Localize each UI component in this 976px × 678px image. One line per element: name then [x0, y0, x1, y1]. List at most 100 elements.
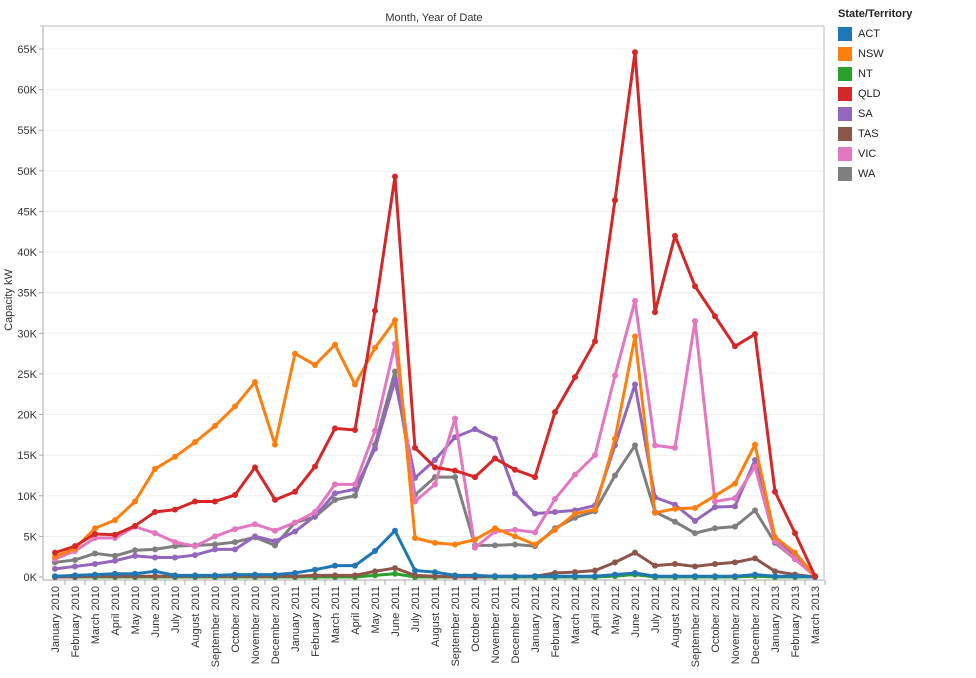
data-point[interactable]: [332, 562, 338, 569]
data-point[interactable]: [292, 519, 298, 526]
data-point[interactable]: [732, 573, 738, 580]
data-point[interactable]: [472, 572, 478, 579]
data-point[interactable]: [292, 488, 298, 495]
data-point[interactable]: [552, 509, 558, 516]
data-point[interactable]: [92, 530, 98, 537]
data-point[interactable]: [152, 554, 158, 561]
data-point[interactable]: [632, 297, 638, 304]
data-point[interactable]: [252, 533, 258, 540]
data-point[interactable]: [792, 556, 798, 563]
data-point[interactable]: [352, 492, 358, 499]
data-point[interactable]: [72, 572, 78, 579]
data-point[interactable]: [392, 527, 398, 534]
data-point[interactable]: [692, 318, 698, 325]
data-point[interactable]: [452, 541, 458, 548]
data-point[interactable]: [372, 307, 378, 314]
data-point[interactable]: [452, 572, 458, 579]
data-point[interactable]: [152, 465, 158, 472]
data-point[interactable]: [192, 498, 198, 505]
data-point[interactable]: [492, 542, 498, 549]
data-point[interactable]: [532, 529, 538, 536]
data-point[interactable]: [212, 541, 218, 548]
data-point[interactable]: [612, 197, 618, 204]
data-point[interactable]: [392, 570, 398, 577]
data-point[interactable]: [512, 490, 518, 497]
data-point[interactable]: [312, 566, 318, 573]
data-point[interactable]: [52, 565, 58, 572]
data-point[interactable]: [312, 509, 318, 516]
data-point[interactable]: [492, 455, 498, 462]
data-point[interactable]: [652, 573, 658, 580]
data-point[interactable]: [192, 439, 198, 446]
data-point[interactable]: [772, 534, 778, 541]
data-point[interactable]: [452, 474, 458, 481]
data-point[interactable]: [172, 506, 178, 513]
data-point[interactable]: [612, 372, 618, 379]
data-point[interactable]: [252, 571, 258, 578]
data-point[interactable]: [652, 309, 658, 316]
data-point[interactable]: [752, 571, 758, 578]
data-point[interactable]: [732, 343, 738, 350]
data-point[interactable]: [212, 533, 218, 540]
data-point[interactable]: [512, 573, 518, 580]
data-point[interactable]: [292, 350, 298, 357]
data-point[interactable]: [572, 471, 578, 478]
data-point[interactable]: [412, 567, 418, 574]
legend-item-sa[interactable]: SA: [838, 104, 912, 124]
data-point[interactable]: [672, 232, 678, 239]
data-point[interactable]: [272, 496, 278, 503]
data-point[interactable]: [652, 442, 658, 449]
data-point[interactable]: [132, 498, 138, 505]
data-point[interactable]: [352, 562, 358, 569]
data-point[interactable]: [752, 463, 758, 470]
data-point[interactable]: [692, 530, 698, 537]
data-point[interactable]: [372, 344, 378, 351]
data-point[interactable]: [272, 538, 278, 545]
data-point[interactable]: [72, 563, 78, 570]
data-point[interactable]: [52, 549, 58, 556]
data-point[interactable]: [92, 571, 98, 578]
data-point[interactable]: [192, 543, 198, 550]
data-point[interactable]: [752, 331, 758, 338]
data-point[interactable]: [632, 549, 638, 556]
data-point[interactable]: [752, 441, 758, 448]
data-point[interactable]: [732, 523, 738, 530]
data-point[interactable]: [532, 510, 538, 517]
data-point[interactable]: [632, 381, 638, 388]
data-point[interactable]: [752, 555, 758, 562]
data-point[interactable]: [172, 539, 178, 546]
data-point[interactable]: [472, 544, 478, 551]
data-point[interactable]: [252, 464, 258, 471]
data-point[interactable]: [292, 569, 298, 576]
data-point[interactable]: [612, 472, 618, 479]
data-point[interactable]: [392, 173, 398, 180]
data-point[interactable]: [632, 442, 638, 449]
data-point[interactable]: [232, 571, 238, 578]
data-point[interactable]: [632, 569, 638, 576]
data-point[interactable]: [352, 426, 358, 433]
data-point[interactable]: [212, 422, 218, 429]
data-point[interactable]: [412, 572, 418, 579]
data-point[interactable]: [152, 568, 158, 575]
data-point[interactable]: [372, 568, 378, 575]
data-point[interactable]: [272, 441, 278, 448]
data-point[interactable]: [372, 445, 378, 452]
data-point[interactable]: [712, 561, 718, 568]
data-point[interactable]: [572, 510, 578, 517]
data-point[interactable]: [312, 572, 318, 579]
data-point[interactable]: [232, 491, 238, 498]
data-point[interactable]: [332, 481, 338, 488]
legend-item-wa[interactable]: WA: [838, 164, 912, 184]
data-point[interactable]: [672, 573, 678, 580]
data-point[interactable]: [352, 572, 358, 579]
data-point[interactable]: [692, 573, 698, 580]
data-point[interactable]: [512, 533, 518, 540]
data-point[interactable]: [352, 486, 358, 493]
data-point[interactable]: [252, 521, 258, 528]
data-point[interactable]: [772, 573, 778, 580]
data-point[interactable]: [672, 561, 678, 568]
data-point[interactable]: [112, 531, 118, 538]
data-point[interactable]: [732, 480, 738, 487]
data-point[interactable]: [432, 464, 438, 471]
data-point[interactable]: [612, 559, 618, 566]
